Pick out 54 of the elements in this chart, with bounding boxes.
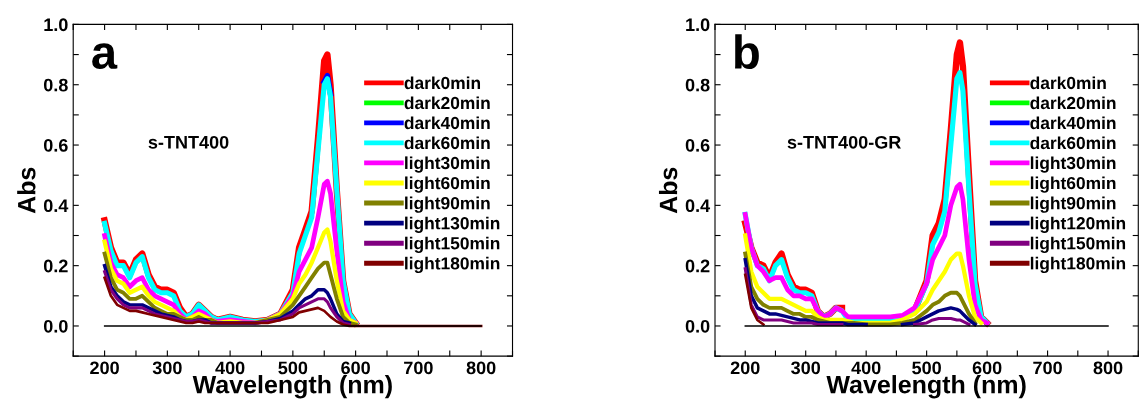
legend-label: dark40min <box>1030 116 1116 130</box>
y-tick-label: 0.8 <box>43 78 68 92</box>
legend-label: dark0min <box>404 76 481 90</box>
y-tick-label: 1.0 <box>44 18 68 32</box>
x-tick-label: 200 <box>90 361 119 375</box>
annotation: s-TNT400 <box>148 135 229 149</box>
legend-label: light120min <box>1030 216 1126 233</box>
x-tick-label: 800 <box>466 361 496 375</box>
legend-label: light180min <box>405 256 500 274</box>
legend-label: light60min <box>405 176 490 193</box>
x-axis-title: Wavelength (nm) <box>826 375 1026 399</box>
x-tick-label: 700 <box>1033 361 1062 375</box>
x-tick-label: 400 <box>851 361 881 375</box>
x-tick-label: 500 <box>912 361 941 375</box>
legend-label: dark20min <box>1030 96 1116 110</box>
x-tick-label: 300 <box>152 361 182 375</box>
legend-label: light180min <box>1030 256 1126 274</box>
y-tick-label: 0.4 <box>685 199 711 213</box>
y-tick-label: 0.4 <box>43 199 69 213</box>
legend-label: light30min <box>1030 156 1116 173</box>
legend-label: dark0min <box>1030 76 1106 90</box>
x-tick-label: 800 <box>1093 361 1123 375</box>
y-tick-label: 0.2 <box>685 259 710 273</box>
legend-label: light60min <box>1030 176 1116 193</box>
x-tick-label: 400 <box>215 361 245 375</box>
y-tick-label: 1.0 <box>686 18 710 32</box>
y-tick-label: 0.8 <box>685 78 710 92</box>
legend-label: dark60min <box>1030 136 1116 150</box>
legend-label: light90min <box>405 196 490 213</box>
annotation: s-TNT400-GR <box>787 135 901 149</box>
x-tick-label: 700 <box>404 361 433 375</box>
legend-label: dark20min <box>404 96 490 110</box>
x-tick-label: 600 <box>341 361 370 375</box>
x-tick-label: 300 <box>791 361 821 375</box>
y-axis-title: Abs <box>17 167 36 214</box>
legend-label: dark40min <box>404 116 490 130</box>
legend-label: light30min <box>405 156 490 173</box>
x-tick-label: 500 <box>278 361 308 375</box>
y-tick-label: 0.2 <box>43 259 68 273</box>
annotation: b <box>735 34 759 70</box>
legend-label: light130min <box>405 216 500 233</box>
x-tick-label: 600 <box>972 361 1002 375</box>
y-tick-label: 0.6 <box>685 138 710 152</box>
y-tick-label: 0.0 <box>685 319 710 333</box>
x-tick-label: 200 <box>730 361 760 375</box>
y-tick-label: 0.0 <box>43 319 68 333</box>
y-tick-label: 0.6 <box>43 138 68 152</box>
legend-label: dark60min <box>404 136 490 150</box>
legend-label: light150min <box>405 236 500 253</box>
legend-label: light150min <box>1030 236 1126 253</box>
y-axis-title: Abs <box>658 167 678 214</box>
annotation: a <box>92 43 118 70</box>
x-axis-title: Wavelength (nm) <box>192 375 392 399</box>
legend-label: light90min <box>1030 196 1116 213</box>
